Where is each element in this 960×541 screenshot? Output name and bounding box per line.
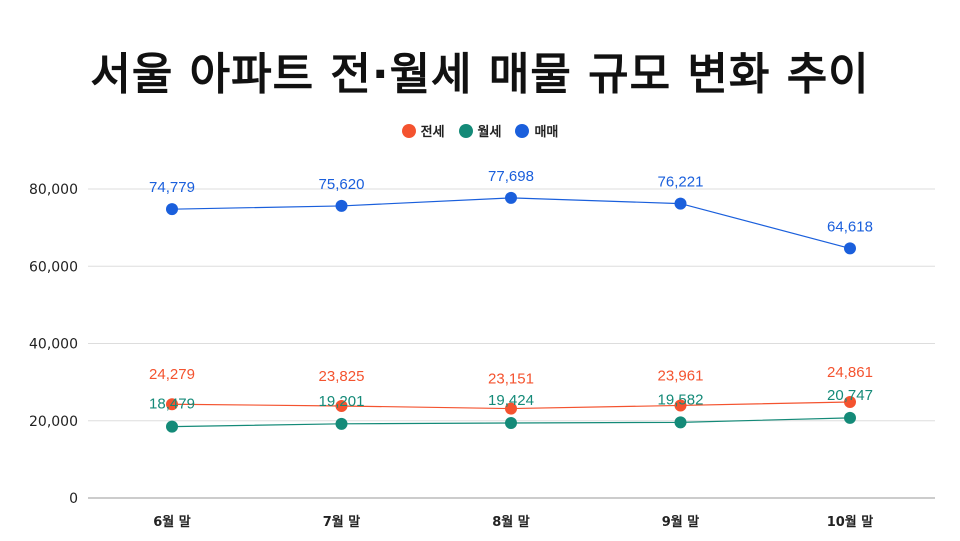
data-point (674, 399, 687, 412)
y-tick-label: 20,000 (29, 414, 78, 430)
legend-item-wolse[interactable]: 월세 (458, 121, 502, 140)
data-label: 20,747 (827, 387, 873, 404)
legend-item-jeonse[interactable]: 전세 (401, 121, 445, 140)
data-label: 64,618 (827, 218, 873, 235)
legend-dot-icon (401, 123, 416, 138)
x-tick-label: 7월 말 (323, 514, 361, 530)
data-point (674, 197, 687, 210)
data-point (505, 402, 517, 415)
legend-item-maemae[interactable]: 매매 (515, 121, 558, 140)
legend: 전세 월세 매매 (0, 121, 960, 140)
series-line (171, 197, 851, 249)
data-point (335, 399, 348, 412)
x-tick-label: 8월 말 (492, 514, 530, 530)
y-tick-label: 60,000 (29, 259, 78, 275)
y-tick-label: 80,000 (29, 182, 78, 198)
y-tick-label: 40,000 (29, 337, 78, 353)
data-point (505, 191, 517, 204)
x-tick-label: 10월 말 (827, 514, 874, 530)
data-label: 75,620 (319, 176, 365, 193)
data-label: 19,582 (658, 391, 704, 408)
data-label: 76,221 (658, 174, 704, 191)
legend-label: 전세 (420, 125, 445, 140)
legend-label: 매매 (534, 125, 559, 140)
legend-dot-icon (515, 123, 530, 138)
legend-dot-icon (458, 123, 473, 138)
x-tick-label: 9월 말 (662, 514, 700, 530)
data-point (166, 203, 178, 216)
legend-label: 월세 (477, 125, 502, 140)
chart-title: 서울 아파트 전·월세 매물 규모 변화 추이 (90, 49, 870, 100)
data-point (335, 417, 348, 430)
data-point (335, 199, 348, 212)
data-point (505, 416, 517, 429)
data-point (844, 395, 856, 408)
data-label: 24,861 (827, 364, 873, 381)
data-label: 19,424 (488, 392, 534, 409)
data-point (166, 398, 178, 411)
data-label: 23,961 (658, 367, 704, 384)
data-label: 19,201 (319, 393, 365, 410)
data-point (844, 411, 856, 424)
data-label: 77,698 (488, 168, 534, 185)
data-label: 23,151 (488, 371, 534, 388)
data-point (674, 416, 687, 429)
data-label: 24,279 (149, 366, 195, 383)
data-label: 18,479 (149, 396, 195, 413)
data-point (166, 420, 178, 433)
data-label: 23,825 (319, 368, 365, 385)
data-point (844, 242, 856, 255)
x-tick-label: 6월 말 (153, 514, 191, 530)
y-tick-label: 0 (69, 491, 78, 507)
data-label: 74,779 (149, 179, 195, 196)
